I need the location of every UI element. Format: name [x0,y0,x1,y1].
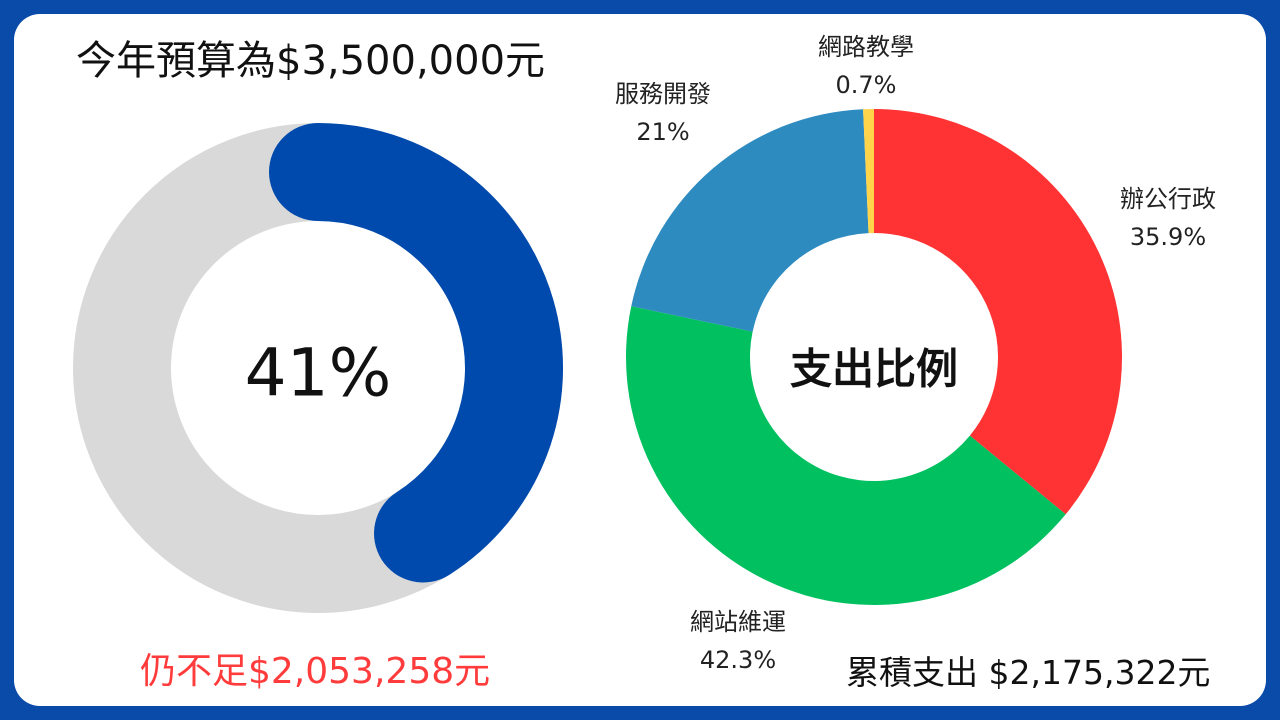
slice-admin [874,109,1122,515]
slice-name: 網路教學 [818,33,914,61]
slice-label-admin: 辦公行政 35.9% [1120,180,1216,256]
slice-label-service: 服務開發 21% [615,75,711,151]
slice-teaching [863,109,874,234]
slice-name: 服務開發 [615,80,711,108]
donut-center-title: 支出比例 [789,344,959,394]
slice-name: 網站維運 [690,608,786,636]
remaining-budget-label: 仍不足$2,053,258元 [140,651,491,692]
slice-label-website: 網站維運 42.3% [690,603,786,679]
slice-service [631,109,869,332]
budget-gauge [73,123,563,613]
cumulative-expense-label: 累積支出 $2,175,322元 [846,653,1211,692]
gauge-center-percent: 41% [244,334,392,412]
slice-value: 21% [636,118,690,146]
slice-website [626,306,1066,605]
budget-title: 今年預算為$3,500,000元 [76,38,546,84]
slice-label-teaching: 網路教學 0.7% [818,28,914,104]
slice-value: 42.3% [699,646,777,674]
expense-donut [626,109,1122,605]
slice-value: 35.9% [1129,223,1207,251]
slice-value: 0.7% [835,71,897,99]
gauge-used-arc [269,123,563,583]
slice-name: 辦公行政 [1120,185,1216,213]
